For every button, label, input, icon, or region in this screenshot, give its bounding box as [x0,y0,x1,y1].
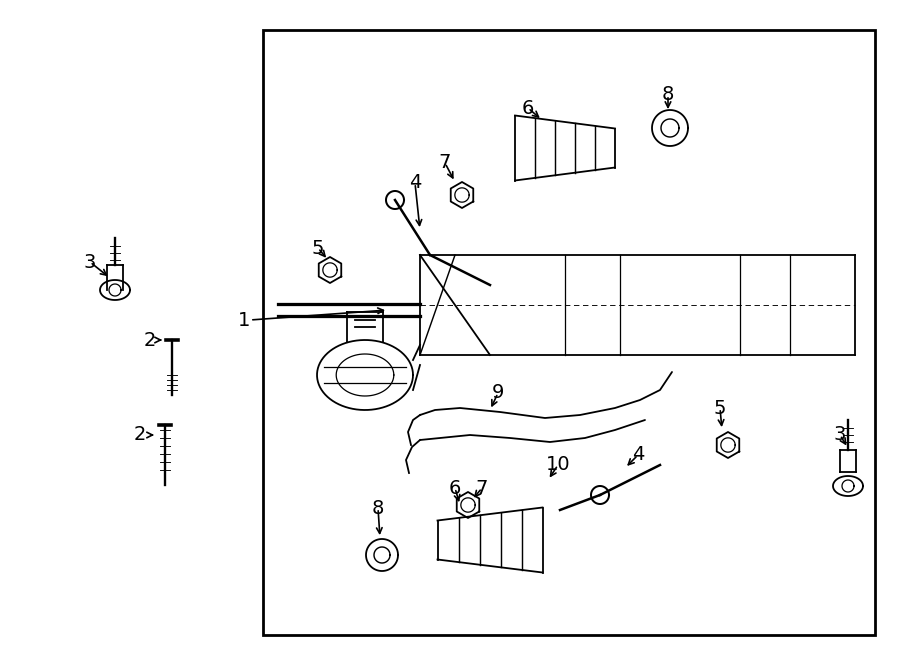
Text: 8: 8 [662,85,674,104]
Text: 2: 2 [144,330,157,350]
Text: 5: 5 [311,239,324,258]
Text: 8: 8 [372,498,384,518]
Bar [263,30,875,635]
Text: 2: 2 [134,426,146,444]
Text: 6: 6 [449,479,461,498]
Text: 6: 6 [522,98,535,118]
Text: 1: 1 [238,311,250,329]
Text: 3: 3 [833,426,846,444]
Text: 3: 3 [84,253,96,272]
Text: 9: 9 [491,383,504,403]
Text: 4: 4 [409,173,421,192]
Text: 10: 10 [545,455,571,475]
Text: 5: 5 [714,399,726,418]
Text: 7: 7 [476,479,488,498]
Text: 7: 7 [439,153,451,173]
Text: 4: 4 [632,446,644,465]
